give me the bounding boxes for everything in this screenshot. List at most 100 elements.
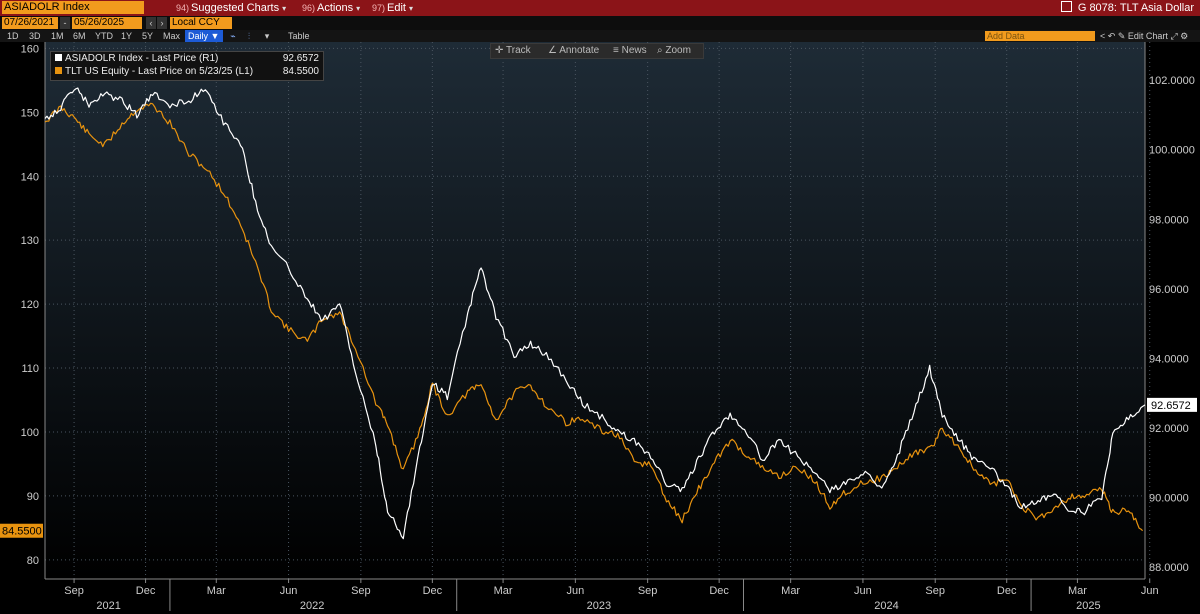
x-axis-tick-label: Sep — [351, 585, 371, 597]
pencil-icon: ∠ — [548, 45, 557, 56]
zoom-label: Zoom — [665, 45, 691, 56]
end-date-field[interactable]: 05/26/2025 — [72, 17, 142, 29]
period-1m[interactable]: 1M — [51, 31, 64, 41]
frequency-select[interactable]: Daily ▼ — [185, 30, 223, 42]
x-axis-tick-label: Jun — [1141, 585, 1159, 597]
menu-number: 97) — [372, 3, 386, 13]
zoom-button[interactable]: ⌕ Zoom — [657, 44, 691, 58]
bar-chart-icon[interactable]: ⫶ — [247, 31, 251, 41]
x-axis-tick-label: Jun — [280, 585, 298, 597]
x-axis-tick-label: Jun — [566, 585, 584, 597]
menu-number: 94) — [176, 3, 190, 13]
track-label: Track — [506, 45, 531, 56]
right-axis-tick-label: 102.0000 — [1149, 75, 1195, 87]
x-axis-tick-label: Dec — [709, 585, 729, 597]
series-line-tlt — [44, 102, 1144, 532]
settings-gear-icon[interactable]: ⚙ — [1180, 31, 1189, 41]
period-1y[interactable]: 1Y — [121, 31, 133, 41]
table-toggle[interactable]: Table — [288, 31, 310, 41]
currency-select[interactable]: Local CCY — [170, 17, 232, 29]
date-separator: - — [60, 17, 70, 29]
right-axis-tick-label: 88.0000 — [1149, 562, 1189, 574]
window-title-text: G 8078: TLT Asia Dollar — [1077, 2, 1194, 14]
undo-icon[interactable]: ↶ — [1107, 31, 1116, 41]
x-axis-tick-label: Sep — [638, 585, 658, 597]
expand-icon[interactable]: ⤢ — [1170, 31, 1178, 41]
edit-chart-button[interactable]: ✎ Edit Chart — [1117, 31, 1168, 41]
x-axis-year-label: 2022 — [300, 600, 324, 612]
left-axis-tick-label: 150 — [21, 107, 39, 119]
legend-value: 84.5500 — [282, 66, 319, 77]
period-3d[interactable]: 3D — [29, 31, 41, 41]
caret-down-icon: ▾ — [356, 4, 361, 13]
edit-menu[interactable]: 97) Edit ▾ — [372, 1, 413, 15]
magnifier-icon: ⌕ — [657, 45, 663, 56]
right-axis-tick-label: 98.0000 — [1149, 214, 1189, 226]
x-axis-tick-label: Dec — [423, 585, 443, 597]
chart-legend: ASIADOLR Index - Last Price (R1) 92.6572… — [50, 51, 324, 81]
x-axis-tick-label: Mar — [1068, 585, 1087, 597]
legend-value: 92.6572 — [282, 53, 319, 64]
series-line-asiadolr — [44, 87, 1146, 540]
header-bar: ASIADOLR Index 94) Suggested Charts ▾ 96) A… — [0, 0, 1200, 16]
next-arrow-icon[interactable]: › — [157, 17, 167, 29]
chart-tools: < ↶ ✎ Edit Chart ⤢ ⚙ — [1100, 30, 1188, 42]
news-label: News — [621, 45, 647, 56]
frequency-label: Daily — [188, 31, 209, 41]
x-axis-tick-label: Mar — [207, 585, 226, 597]
menu-label: Edit — [387, 2, 406, 14]
plot-background — [45, 42, 1145, 579]
period-1d[interactable]: 1D — [7, 31, 19, 41]
left-axis-tick-label: 100 — [21, 427, 39, 439]
actions-menu[interactable]: 96) Actions ▾ — [302, 1, 360, 15]
price-chart: 160 150 140 130 120 110 100 90 80 102.0000 100.000… — [0, 42, 1197, 612]
period-max[interactable]: Max — [163, 31, 181, 41]
legend-label: TLT US Equity - Last Price on 5/23/25 (L… — [65, 66, 254, 77]
add-data-input[interactable]: Add Data — [985, 31, 1095, 41]
chevron-down-icon[interactable]: ▾ — [264, 31, 270, 41]
x-axis-tick-label: Mar — [781, 585, 800, 597]
popout-icon[interactable] — [1060, 1, 1072, 12]
period-ytd[interactable]: YTD — [95, 31, 113, 41]
window-title: G 8078: TLT Asia Dollar — [1060, 1, 1194, 15]
edit-chart-label: Edit Chart — [1127, 31, 1168, 41]
last-value-badge-tlt — [0, 523, 43, 538]
x-axis-tick-label: Dec — [136, 585, 156, 597]
x-axis-year-label: 2024 — [874, 600, 898, 612]
prev-arrow-icon[interactable]: ‹ — [146, 17, 156, 29]
x-axis-tick-label: Sep — [64, 585, 84, 597]
last-value-badge-asiadolr — [1147, 397, 1197, 412]
track-button[interactable]: ✛ Track — [495, 44, 531, 58]
x-axis-tick-label: Jun — [854, 585, 872, 597]
menu-number: 96) — [302, 3, 316, 13]
x-axis-year-label: 2021 — [96, 600, 120, 612]
annotate-button[interactable]: ∠ Annotate — [548, 44, 599, 58]
right-axis-tick-label: 100.0000 — [1149, 145, 1195, 157]
right-axis-tick-label: 90.0000 — [1149, 492, 1189, 504]
legend-item-tlt[interactable]: TLT US Equity - Last Price on 5/23/25 (L… — [55, 66, 253, 78]
left-axis-tick-label: 80 — [27, 555, 39, 567]
menu-label: Actions — [317, 2, 354, 14]
chart-toolbar: ✛ Track ∠ Annotate ≡ News ⌕ Zoom — [490, 43, 704, 59]
left-axis-tick-label: 90 — [27, 491, 39, 503]
news-button[interactable]: ≡ News — [613, 44, 647, 58]
period-5y[interactable]: 5Y — [142, 31, 154, 41]
ticker-field[interactable]: ASIADOLR Index — [2, 1, 144, 14]
left-axis-tick-label: 140 — [21, 171, 39, 183]
left-axis-tick-label: 110 — [21, 363, 39, 375]
annotate-label: Annotate — [559, 45, 600, 56]
legend-swatch — [55, 54, 62, 61]
legend-item-asiadolr[interactable]: ASIADOLR Index - Last Price (R1) — [55, 53, 218, 65]
suggested-charts-menu[interactable]: 94) Suggested Charts ▾ — [176, 1, 286, 15]
share-icon[interactable]: < — [1100, 31, 1106, 41]
legend-swatch — [55, 67, 62, 74]
date-range-bar — [0, 16, 1200, 30]
caret-down-icon: ▾ — [282, 4, 287, 13]
line-chart-icon[interactable]: ⌁ — [230, 31, 236, 41]
start-date-field[interactable]: 07/26/2021 — [2, 17, 58, 29]
menu-label: Suggested Charts — [191, 2, 280, 14]
left-axis-tick-label: 120 — [21, 299, 39, 311]
crosshair-icon: ✛ — [495, 45, 504, 56]
left-axis-tick-label: 130 — [21, 235, 39, 247]
period-6m[interactable]: 6M — [73, 31, 86, 41]
